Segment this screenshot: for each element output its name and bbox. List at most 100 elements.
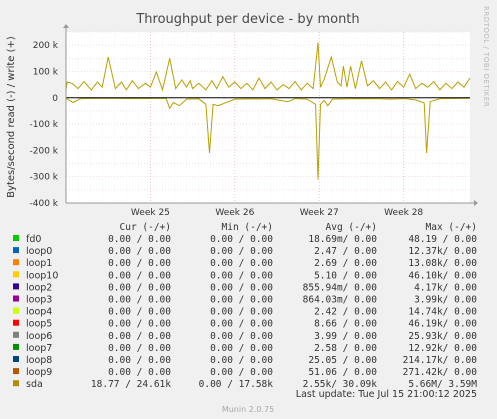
x-tick-label: Week 26 [215, 208, 254, 218]
legend-header: Max (-/+) [426, 222, 477, 233]
legend-value-min: 0.00 / 0.00 [210, 282, 273, 293]
legend-table: Cur (-/+) Min (-/+) Avg (-/+) Max (-/+) fd0 0… [13, 222, 477, 390]
legend-swatch [13, 271, 19, 278]
legend-value-cur: 18.77 / 24.61k [91, 379, 171, 390]
legend-name: loop5 [26, 319, 52, 330]
series-line-sda-read [65, 97, 471, 180]
legend-swatch [13, 307, 19, 314]
legend-swatch [13, 356, 19, 362]
legend-header: Min (-/+) [222, 222, 273, 233]
legend-value-cur: 0.00 / 0.00 [108, 355, 171, 366]
legend-value-cur: 0.00 / 0.00 [108, 307, 171, 318]
legend-value-max: 271.42k/ 0.00 [403, 367, 478, 378]
legend-value-max: 13.08k/ 0.00 [408, 258, 477, 269]
legend-value-cur: 0.00 / 0.00 [108, 331, 171, 342]
legend-value-avg: 25.05 / 0.00 [308, 355, 377, 366]
rrdtool-watermark: RRDTOOL / TOBI OETIKER [482, 6, 490, 107]
legend-value-min: 0.00 / 0.00 [210, 319, 273, 330]
y-tick-label: 100 k [33, 67, 59, 77]
y-tick-label: -400 k [30, 199, 59, 209]
legend-value-cur: 0.00 / 0.00 [108, 282, 171, 293]
series-line-sda-write [65, 42, 471, 92]
legend-header: Cur (-/+) [120, 222, 171, 233]
munin-version: Munin 2.0.75 [222, 405, 274, 414]
legend-value-avg: 864.03m/ 0.00 [303, 295, 378, 306]
legend-value-avg: 8.66 / 0.00 [314, 319, 377, 330]
legend-value-min: 0.00 / 0.00 [210, 270, 273, 281]
legend-value-avg: 51.06 / 0.00 [308, 367, 377, 378]
legend-name: loop9 [26, 367, 52, 378]
legend-value-cur: 0.00 / 0.00 [108, 343, 171, 354]
legend-swatch [13, 380, 19, 387]
y-tick-label: -300 k [30, 173, 59, 183]
legend-value-max: 5.66M/ 3.59M [408, 379, 477, 390]
legend-value-min: 0.00 / 0.00 [210, 367, 273, 378]
chart-title: Throughput per device - by month [135, 12, 359, 27]
legend-swatch [13, 235, 19, 241]
legend-value-avg: 2.42 / 0.00 [314, 307, 377, 318]
legend-value-cur: 0.00 / 0.00 [108, 246, 171, 257]
legend-name: loop7 [26, 343, 52, 354]
legend-value-avg: 3.99 / 0.00 [314, 331, 377, 342]
legend-swatch [13, 331, 19, 338]
legend-value-max: 3.99k/ 0.00 [414, 295, 477, 306]
legend-name: sda [26, 379, 43, 390]
y-tick-label: -200 k [30, 146, 59, 156]
legend-value-min: 0.00 / 0.00 [210, 246, 273, 257]
legend-swatch [13, 259, 19, 266]
legend-value-max: 48.19 / 0.00 [408, 234, 477, 245]
legend-value-avg: 855.94m/ 0.00 [303, 282, 378, 293]
legend-value-max: 12.92k/ 0.00 [408, 343, 477, 354]
legend-value-cur: 0.00 / 0.00 [108, 258, 171, 269]
legend-name: loop10 [26, 270, 58, 281]
legend-swatch [13, 343, 19, 350]
legend-value-cur: 0.00 / 0.00 [108, 270, 171, 281]
x-axis-arrow [474, 200, 478, 206]
legend-name: loop1 [26, 258, 52, 269]
legend-name: loop2 [26, 282, 52, 293]
legend-value-max: 46.19k/ 0.00 [408, 319, 477, 330]
y-axis-arrow [63, 24, 69, 28]
legend-name: loop0 [26, 246, 52, 257]
x-tick-label: Week 25 [131, 208, 170, 218]
legend-name: fd0 [26, 234, 41, 245]
y-tick-label: 200 k [33, 41, 59, 51]
x-tick-labels: Week 25 Week 26 Week 27 Week 28 [131, 208, 423, 218]
axes [63, 24, 478, 206]
legend-value-avg: 2.58 / 0.00 [314, 343, 377, 354]
legend-value-cur: 0.00 / 0.00 [108, 319, 171, 330]
legend-value-min: 0.00 / 0.00 [210, 355, 273, 366]
legend-value-max: 12.37k/ 0.00 [408, 246, 477, 257]
legend-value-min: 0.00 / 0.00 [210, 331, 273, 342]
last-update: Last update: Tue Jul 15 21:00:12 2025 [296, 389, 477, 400]
x-tick-label: Week 28 [384, 208, 423, 218]
legend-value-avg: 2.47 / 0.00 [314, 246, 377, 257]
legend-value-min: 0.00 / 0.00 [210, 234, 273, 245]
legend-value-max: 4.17k/ 0.00 [414, 282, 477, 293]
legend-value-max: 14.74k/ 0.00 [408, 307, 477, 318]
legend-value-cur: 0.00 / 0.00 [108, 367, 171, 378]
legend-name: loop8 [26, 355, 52, 366]
series-layer [65, 42, 471, 180]
legend-value-avg: 5.10 / 0.00 [314, 270, 377, 281]
y-axis-label: Bytes/second read (-) / write (+) [6, 36, 17, 198]
legend-swatch [13, 283, 19, 290]
legend-name: loop4 [26, 307, 52, 318]
y-tick-labels: 200 k 100 k 0 -100 k -200 k -300 k -400 k [30, 41, 59, 209]
legend-value-min: 0.00 / 0.00 [210, 343, 273, 354]
legend-value-avg: 2.69 / 0.00 [314, 258, 377, 269]
legend-swatch [13, 368, 19, 375]
legend-value-cur: 0.00 / 0.00 [108, 234, 171, 245]
legend-header: Avg (-/+) [326, 222, 377, 233]
legend-value-min: 0.00 / 0.00 [210, 307, 273, 318]
legend-value-cur: 0.00 / 0.00 [108, 295, 171, 306]
legend-value-max: 25.93k/ 0.00 [408, 331, 477, 342]
y-tick-label: 0 [52, 94, 58, 104]
legend-value-avg: 2.55k/ 30.09k [303, 379, 378, 390]
legend-value-min: 0.00 / 0.00 [210, 295, 273, 306]
legend-swatch [13, 247, 19, 254]
legend-swatch [13, 319, 19, 326]
y-tick-label: -100 k [30, 120, 59, 130]
legend-name: loop6 [26, 331, 52, 342]
